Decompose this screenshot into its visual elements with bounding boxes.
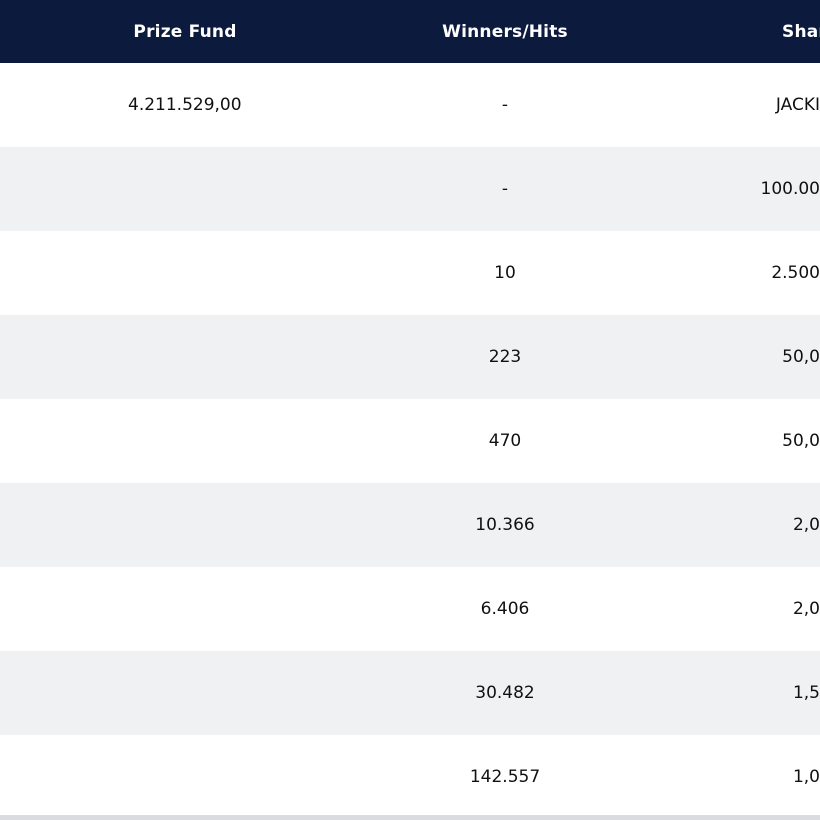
table-row: 10.366 2,0 xyxy=(0,483,820,567)
winners-cell: 10 xyxy=(494,263,516,283)
prize-fund-cell xyxy=(0,735,370,819)
prize-fund-cell xyxy=(0,651,370,735)
share-cell: 2,0 xyxy=(792,515,820,535)
table-row: 142.557 1,0 xyxy=(0,735,820,819)
table-row: 10 2.500 xyxy=(0,231,820,315)
header-row: Prize Fund Winners/Hits Shar xyxy=(0,0,820,63)
winners-cell: 6.406 xyxy=(480,599,530,619)
table-row: 4.211.529,00 - JACKI xyxy=(0,63,820,147)
share-cell: 100.00 xyxy=(760,179,820,199)
winners-cell: 142.557 xyxy=(469,767,541,787)
prize-fund-cell: 4.211.529,00 xyxy=(128,95,242,115)
table-row: - 100.00 xyxy=(0,147,820,231)
share-cell: 1,0 xyxy=(792,767,820,787)
share-cell: JACKI xyxy=(775,95,820,115)
prize-fund-cell xyxy=(0,483,370,567)
winners-cell: - xyxy=(501,95,509,115)
share-cell: 2,0 xyxy=(792,599,820,619)
table-bottom-border xyxy=(0,815,820,820)
winners-cell: 223 xyxy=(488,347,522,367)
table-row: 6.406 2,0 xyxy=(0,567,820,651)
prize-fund-cell xyxy=(0,315,370,399)
prize-fund-cell xyxy=(0,567,370,651)
prize-fund-cell xyxy=(0,399,370,483)
prize-fund-cell xyxy=(0,231,370,315)
header-share: Shar xyxy=(782,21,820,42)
winners-cell: 30.482 xyxy=(475,683,535,703)
table-row: 223 50,0 xyxy=(0,315,820,399)
table-row: 30.482 1,5 xyxy=(0,651,820,735)
winners-cell: 470 xyxy=(488,431,522,451)
prize-fund-cell xyxy=(0,147,370,231)
table-row: 470 50,0 xyxy=(0,399,820,483)
share-cell: 2.500 xyxy=(771,263,820,283)
winners-cell: 10.366 xyxy=(475,515,535,535)
share-cell: 1,5 xyxy=(792,683,820,703)
table-body: 4.211.529,00 - JACKI - 100.00 10 2.500 2… xyxy=(0,63,820,819)
header-prize-fund: Prize Fund xyxy=(133,21,237,42)
share-cell: 50,0 xyxy=(782,347,820,367)
table-header: Prize Fund Winners/Hits Shar xyxy=(0,0,820,63)
share-cell: 50,0 xyxy=(782,431,820,451)
header-winners-hits: Winners/Hits xyxy=(442,21,568,42)
winners-cell: - xyxy=(501,179,509,199)
